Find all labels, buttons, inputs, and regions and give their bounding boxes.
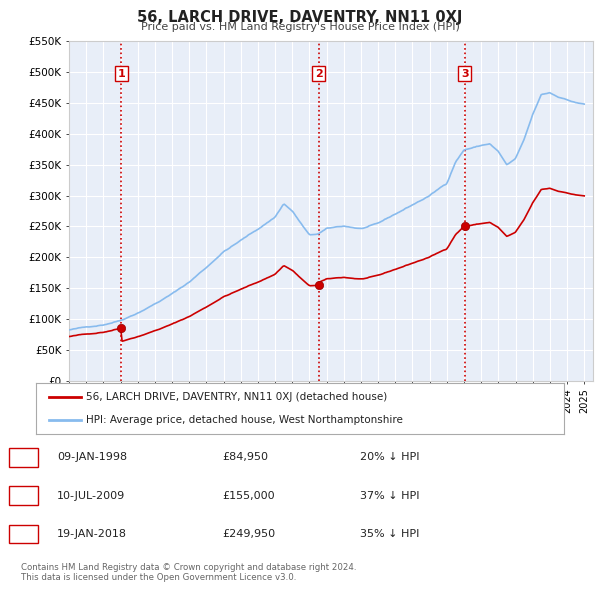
Text: 10-JUL-2009: 10-JUL-2009 — [57, 491, 125, 500]
Text: 1: 1 — [118, 68, 125, 78]
Text: £155,000: £155,000 — [222, 491, 275, 500]
Text: 56, LARCH DRIVE, DAVENTRY, NN11 0XJ: 56, LARCH DRIVE, DAVENTRY, NN11 0XJ — [137, 10, 463, 25]
Text: HPI: Average price, detached house, West Northamptonshire: HPI: Average price, detached house, West… — [86, 415, 403, 425]
Text: 09-JAN-1998: 09-JAN-1998 — [57, 453, 127, 462]
Text: 3: 3 — [461, 68, 469, 78]
Text: £84,950: £84,950 — [222, 453, 268, 462]
Text: Contains HM Land Registry data © Crown copyright and database right 2024.
This d: Contains HM Land Registry data © Crown c… — [21, 563, 356, 582]
Text: 2: 2 — [20, 491, 27, 500]
Text: 35% ↓ HPI: 35% ↓ HPI — [360, 529, 419, 539]
Text: £249,950: £249,950 — [222, 529, 275, 539]
Text: 1: 1 — [20, 453, 27, 462]
Text: 3: 3 — [20, 529, 27, 539]
Text: 37% ↓ HPI: 37% ↓ HPI — [360, 491, 419, 500]
Text: 2: 2 — [315, 68, 323, 78]
Text: Price paid vs. HM Land Registry's House Price Index (HPI): Price paid vs. HM Land Registry's House … — [140, 22, 460, 32]
Text: 20% ↓ HPI: 20% ↓ HPI — [360, 453, 419, 462]
Text: 56, LARCH DRIVE, DAVENTRY, NN11 0XJ (detached house): 56, LARCH DRIVE, DAVENTRY, NN11 0XJ (det… — [86, 392, 388, 402]
Text: 19-JAN-2018: 19-JAN-2018 — [57, 529, 127, 539]
